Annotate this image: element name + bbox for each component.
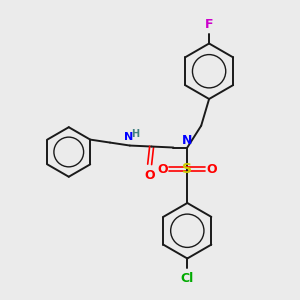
Text: F: F [205, 18, 213, 31]
Text: N: N [124, 132, 134, 142]
Text: O: O [144, 169, 155, 182]
Text: H: H [131, 129, 139, 139]
Text: N: N [182, 134, 193, 146]
Text: O: O [157, 163, 168, 176]
Text: O: O [207, 163, 218, 176]
Text: Cl: Cl [181, 272, 194, 285]
Text: S: S [182, 162, 192, 176]
